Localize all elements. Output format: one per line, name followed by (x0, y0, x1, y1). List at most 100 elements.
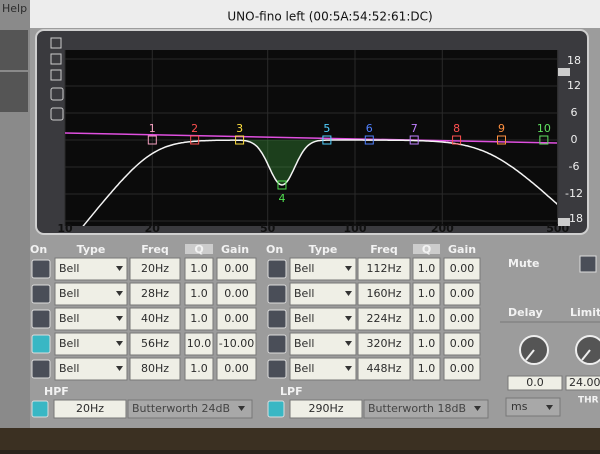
value-field[interactable] (443, 282, 481, 306)
eq-node[interactable] (147, 135, 157, 145)
tool-icon[interactable] (50, 53, 62, 65)
mute-toggle[interactable] (579, 255, 597, 273)
eq-node[interactable] (190, 135, 200, 145)
x-axis-label: 10 (57, 222, 73, 235)
value-field[interactable] (216, 357, 257, 381)
column-header: Gain (448, 243, 476, 256)
value-field[interactable] (184, 332, 214, 356)
filter-on-toggle[interactable] (267, 400, 285, 418)
value-field[interactable] (412, 307, 441, 331)
value-field[interactable] (184, 282, 214, 306)
column-header: On (30, 243, 47, 256)
value-field[interactable] (216, 257, 257, 281)
column-header: Type (77, 243, 106, 256)
value-field[interactable] (357, 282, 411, 306)
eq-node[interactable] (322, 135, 332, 145)
left-button[interactable] (0, 30, 28, 70)
dropdown-arrow (116, 316, 123, 321)
band-on-toggle[interactable] (31, 359, 51, 379)
column-header: Freq (141, 243, 169, 256)
value-field[interactable] (443, 357, 481, 381)
band-on-toggle[interactable] (267, 309, 287, 329)
type-dropdown[interactable] (289, 307, 357, 331)
tool-icon[interactable] (50, 37, 62, 49)
type-dropdown[interactable] (54, 257, 128, 281)
unit-dropdown[interactable] (505, 397, 561, 417)
eq-node[interactable] (452, 135, 462, 145)
value-field[interactable] (357, 332, 411, 356)
limit-knob[interactable] (575, 335, 600, 365)
filter-type-dropdown[interactable] (127, 399, 253, 419)
band-on-toggle[interactable] (31, 309, 51, 329)
eq-node[interactable] (277, 180, 287, 190)
q-value: 1.0 (190, 312, 208, 325)
q-value: 1.0 (418, 287, 436, 300)
type-dropdown[interactable] (54, 282, 128, 306)
gain-value: 0.00 (450, 337, 475, 350)
value-field[interactable] (443, 332, 481, 356)
left-button[interactable] (0, 72, 28, 112)
filter-on-toggle[interactable] (31, 400, 49, 418)
filter-freq-field[interactable] (53, 399, 127, 419)
type-dropdown[interactable] (289, 332, 357, 356)
value-field[interactable] (357, 307, 411, 331)
limit-field[interactable] (565, 375, 600, 391)
value-field[interactable] (216, 332, 257, 356)
value-field[interactable] (412, 257, 441, 281)
type-dropdown[interactable] (289, 357, 357, 381)
dropdown-arrow (345, 266, 352, 271)
value-field[interactable] (443, 257, 481, 281)
dropdown-arrow (345, 341, 352, 346)
value-field[interactable] (129, 357, 181, 381)
type-dropdown[interactable] (54, 332, 128, 356)
value-field[interactable] (412, 357, 441, 381)
scale-button[interactable] (558, 218, 570, 226)
delay-value: 0.0 (526, 376, 544, 389)
value-field[interactable] (412, 332, 441, 356)
type-dropdown[interactable] (54, 307, 128, 331)
menu-help[interactable]: Help (2, 2, 27, 15)
node-label: 10 (537, 122, 551, 135)
value-field[interactable] (129, 307, 181, 331)
eq-node[interactable] (539, 135, 549, 145)
band-on-toggle[interactable] (267, 284, 287, 304)
tool-icon[interactable] (50, 107, 64, 121)
type-value: Bell (59, 362, 79, 375)
eq-node[interactable] (364, 135, 374, 145)
tool-icon[interactable] (50, 87, 64, 101)
band-on-toggle[interactable] (267, 359, 287, 379)
value-field[interactable] (184, 307, 214, 331)
filter-freq-field[interactable] (289, 399, 363, 419)
tool-icon[interactable] (50, 69, 62, 81)
value-field[interactable] (129, 257, 181, 281)
value-field[interactable] (216, 307, 257, 331)
scale-button[interactable] (558, 68, 570, 76)
band-on-toggle[interactable] (31, 284, 51, 304)
value-field[interactable] (357, 357, 411, 381)
value-field[interactable] (184, 357, 214, 381)
delay-field[interactable] (507, 375, 563, 391)
value-field[interactable] (443, 307, 481, 331)
type-dropdown[interactable] (54, 357, 128, 381)
eq-node[interactable] (409, 135, 419, 145)
x-axis-label: 20 (145, 222, 161, 235)
value-field[interactable] (129, 332, 181, 356)
band-on-toggle[interactable] (267, 259, 287, 279)
limit-value: 24.00d (569, 376, 600, 389)
value-field[interactable] (129, 282, 181, 306)
filter-type-dropdown[interactable] (363, 399, 489, 419)
gain-value: -10.00 (219, 337, 254, 350)
eq-node[interactable] (496, 135, 506, 145)
graph-toolbar (50, 37, 64, 121)
band-on-toggle[interactable] (31, 259, 51, 279)
type-dropdown[interactable] (289, 257, 357, 281)
value-field[interactable] (184, 257, 214, 281)
band-on-toggle[interactable] (267, 334, 287, 354)
dropdown-arrow (345, 316, 352, 321)
value-field[interactable] (357, 257, 411, 281)
band-on-toggle[interactable] (31, 334, 51, 354)
type-dropdown[interactable] (289, 282, 357, 306)
value-field[interactable] (216, 282, 257, 306)
value-field[interactable] (412, 282, 441, 306)
eq-node[interactable] (235, 135, 245, 145)
